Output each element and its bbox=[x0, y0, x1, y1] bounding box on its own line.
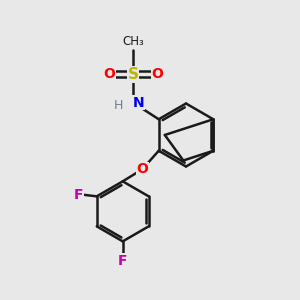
Text: H: H bbox=[113, 99, 123, 112]
Text: O: O bbox=[151, 67, 163, 81]
Text: F: F bbox=[118, 254, 128, 268]
Text: S: S bbox=[128, 67, 139, 82]
Text: O: O bbox=[136, 162, 148, 176]
Text: O: O bbox=[103, 67, 115, 81]
Text: F: F bbox=[74, 188, 83, 202]
Text: CH₃: CH₃ bbox=[122, 35, 144, 48]
Text: N: N bbox=[133, 96, 144, 110]
